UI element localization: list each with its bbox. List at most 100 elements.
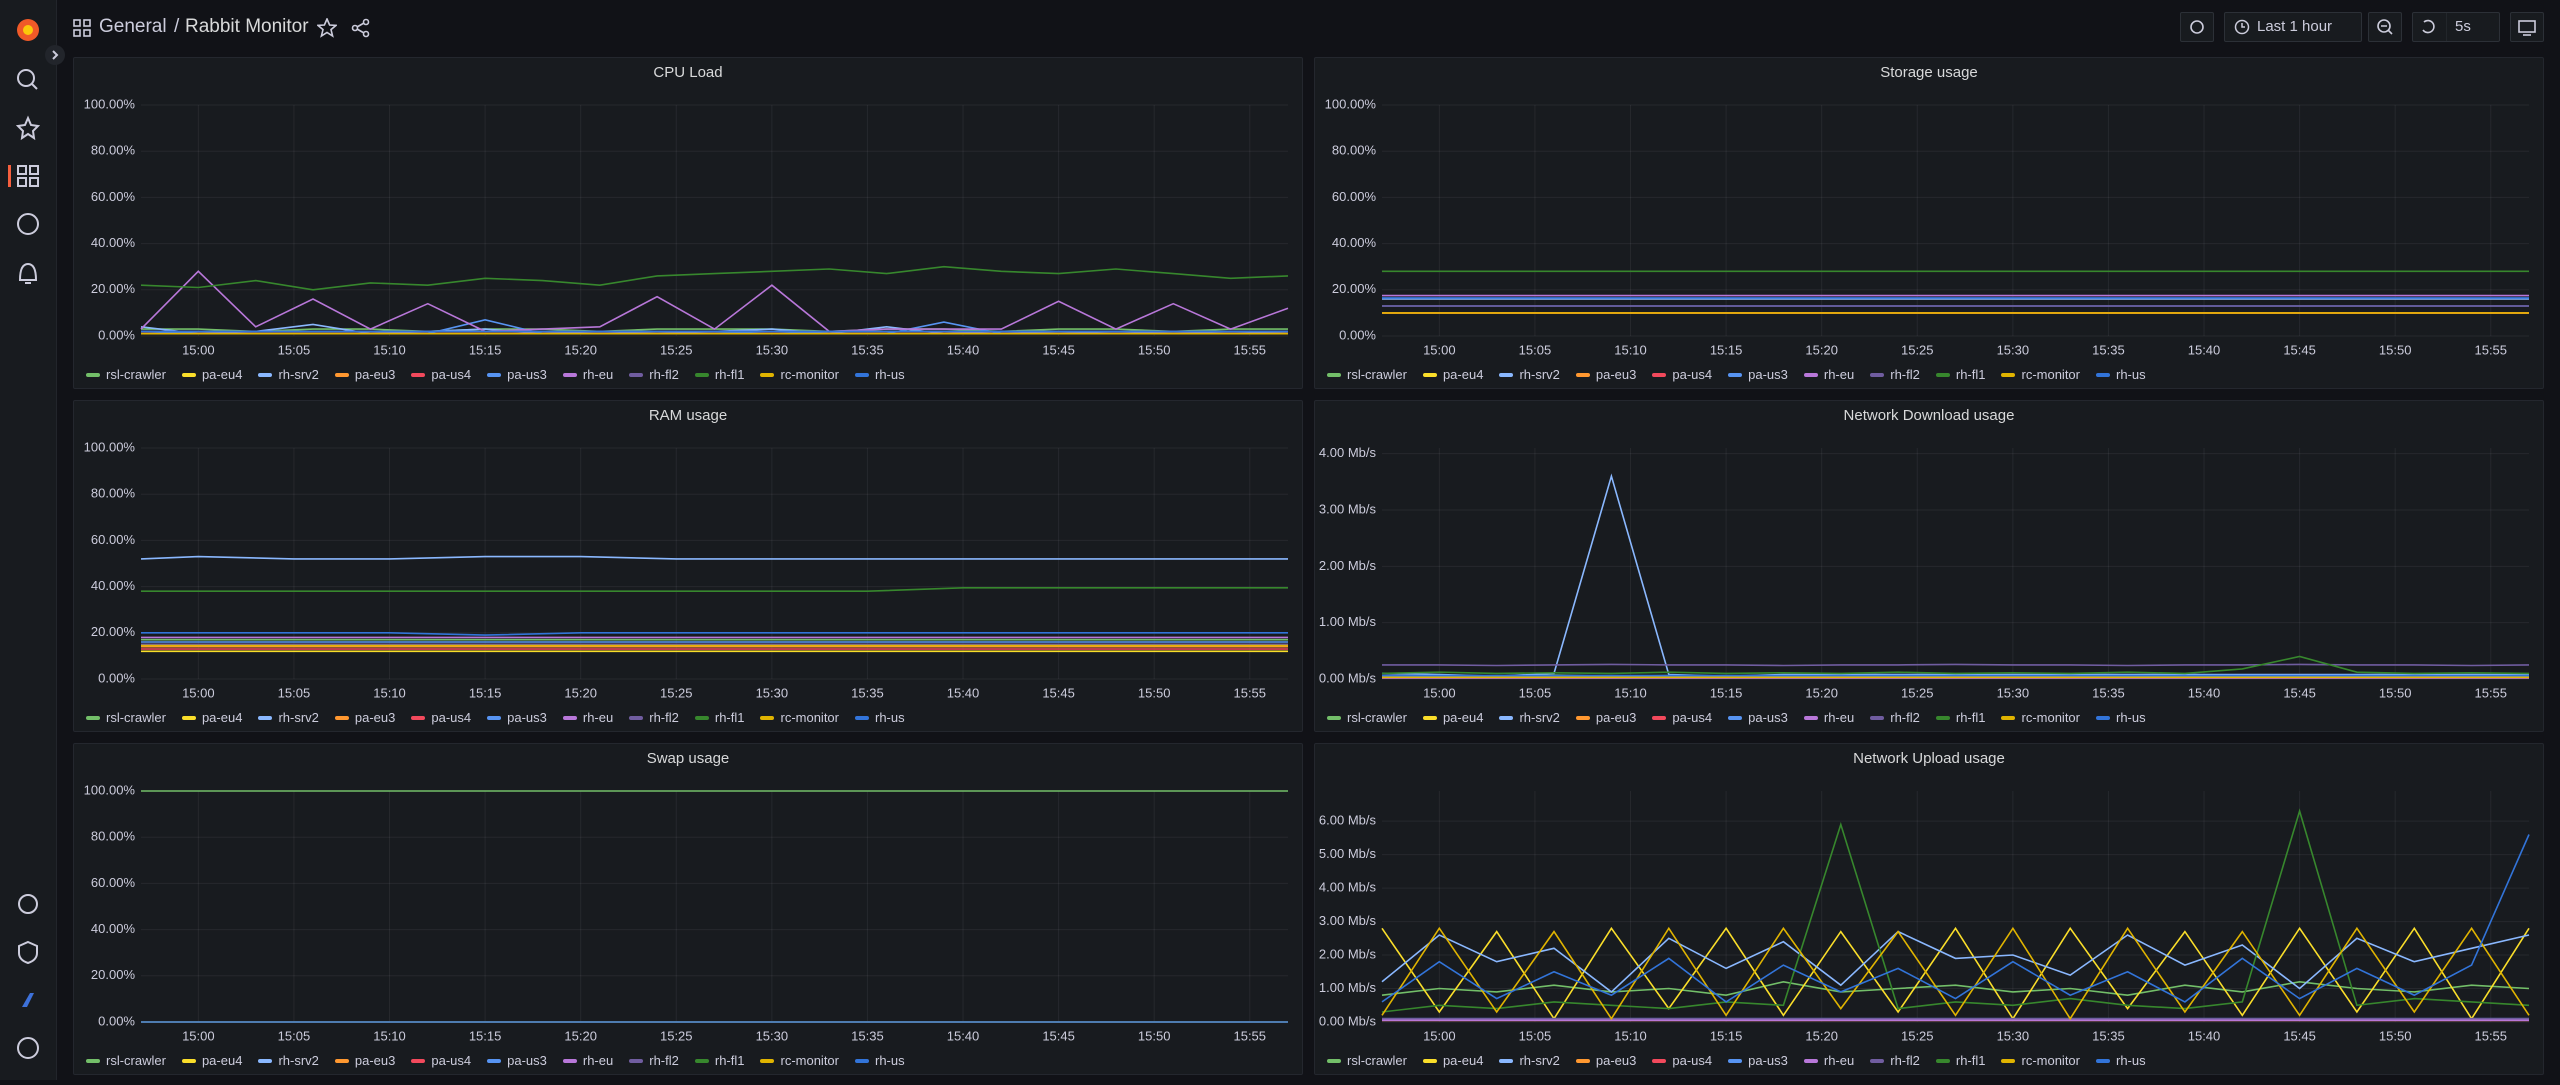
legend-item[interactable]: rh-fl2 (1870, 1053, 1920, 1068)
search-icon[interactable] (17, 69, 35, 87)
x-tick-label: 15:30 (756, 342, 789, 357)
dashboards-icon[interactable] (17, 165, 39, 187)
legend-item[interactable]: rc-monitor (2001, 710, 2080, 725)
legend-item[interactable]: rsl-crawler (1327, 367, 1407, 382)
legend-item[interactable]: pa-eu3 (1575, 710, 1636, 725)
legend-item[interactable]: rh-srv2 (1499, 1053, 1560, 1068)
legend-item[interactable]: rsl-crawler (86, 710, 166, 725)
legend-item[interactable]: pa-us3 (1728, 367, 1788, 382)
legend-item[interactable]: rh-fl1 (1935, 1053, 1985, 1068)
x-tick-label: 15:55 (2474, 342, 2507, 357)
legend-item[interactable]: rsl-crawler (86, 1053, 166, 1068)
legend-item[interactable]: rh-us (855, 1053, 905, 1068)
panel-title: Storage usage (1880, 64, 1978, 81)
x-tick-label: 15:05 (278, 342, 311, 357)
admin-icon[interactable] (18, 940, 38, 965)
legend-item[interactable]: rh-fl2 (629, 1053, 679, 1068)
legend-item[interactable]: pa-eu4 (181, 367, 242, 382)
starred-icon[interactable] (15, 115, 41, 141)
x-tick-label: 15:55 (1233, 342, 1266, 357)
legend-item[interactable]: rh-eu (1803, 1053, 1854, 1068)
legend-item[interactable]: rc-monitor (2001, 1053, 2080, 1068)
legend-item[interactable]: rh-srv2 (1499, 710, 1560, 725)
legend-item[interactable]: rh-srv2 (258, 710, 319, 725)
legend-item[interactable]: rh-us (855, 710, 905, 725)
legend-item[interactable]: pa-us4 (411, 710, 471, 725)
y-tick-label: 6.00 Mb/s (1319, 813, 1377, 828)
config-icon[interactable] (18, 894, 38, 914)
series-line (1381, 808, 2530, 1013)
time-picker[interactable]: Last 1 hour (2224, 12, 2362, 42)
settings-button[interactable] (2180, 12, 2214, 42)
legend-item[interactable]: rh-us (2096, 710, 2146, 725)
legend-item[interactable]: rh-eu (1803, 367, 1854, 382)
legend-label: rh-fl1 (714, 710, 745, 725)
legend-item[interactable]: rh-srv2 (258, 1053, 319, 1068)
legend-item[interactable]: rsl-crawler (1327, 710, 1407, 725)
legend-item[interactable]: pa-eu4 (1422, 367, 1483, 382)
legend-item[interactable]: rh-us (2096, 367, 2146, 382)
legend-item[interactable]: rh-srv2 (1499, 367, 1560, 382)
legend-item[interactable]: pa-us4 (1652, 710, 1712, 725)
legend-item[interactable]: rh-srv2 (258, 367, 319, 382)
legend-item[interactable]: rh-eu (562, 367, 613, 382)
breadcrumb-folder[interactable]: General (99, 16, 167, 37)
legend-item[interactable]: pa-eu3 (334, 367, 395, 382)
legend-item[interactable]: rh-eu (562, 1053, 613, 1068)
share-button[interactable] (351, 18, 371, 38)
x-tick-label: 15:35 (851, 1028, 884, 1043)
legend-item[interactable]: pa-us4 (411, 1053, 471, 1068)
legend-item[interactable]: rh-fl1 (1935, 710, 1985, 725)
legend-label: rh-fl2 (1890, 367, 1920, 382)
legend-item[interactable]: rsl-crawler (86, 367, 166, 382)
legend-item[interactable]: pa-us4 (411, 367, 471, 382)
legend-item[interactable]: rh-fl2 (1870, 367, 1920, 382)
legend-item[interactable]: rsl-crawler (1327, 1053, 1407, 1068)
legend-item[interactable]: pa-eu4 (181, 710, 242, 725)
alerting-icon[interactable] (18, 262, 38, 284)
legend-item[interactable]: pa-us4 (1652, 1053, 1712, 1068)
legend-item[interactable]: pa-eu3 (334, 710, 395, 725)
legend-item[interactable]: rh-fl2 (629, 367, 679, 382)
legend-item[interactable]: pa-us3 (1728, 1053, 1788, 1068)
legend-item[interactable]: rh-fl2 (1870, 710, 1920, 725)
legend-swatch (334, 372, 349, 377)
legend-item[interactable]: pa-eu3 (334, 1053, 395, 1068)
legend-label: rc-monitor (780, 710, 839, 725)
legend-label: pa-us4 (1672, 1053, 1713, 1068)
expand-button[interactable] (45, 45, 65, 65)
legend-item[interactable]: rh-fl2 (629, 710, 679, 725)
y-tick-label: 4.00 Mb/s (1319, 880, 1377, 895)
star-button[interactable] (317, 18, 337, 38)
legend-swatch (1728, 372, 1743, 377)
help-icon[interactable] (17, 1037, 39, 1059)
legend-item[interactable]: pa-eu4 (1422, 710, 1483, 725)
legend-item[interactable]: pa-us3 (487, 1053, 547, 1068)
legend-item[interactable]: rc-monitor (760, 367, 839, 382)
legend-item[interactable]: pa-us3 (1728, 710, 1788, 725)
legend-item[interactable]: rh-fl1 (694, 367, 744, 382)
legend-item[interactable]: rh-us (855, 367, 905, 382)
x-tick-label: 15:35 (851, 342, 884, 357)
explore-icon[interactable] (17, 213, 39, 235)
legend-item[interactable]: rh-us (2096, 1053, 2146, 1068)
legend-item[interactable]: pa-us4 (1652, 367, 1712, 382)
legend-item[interactable]: rh-eu (562, 710, 613, 725)
tv-mode-button[interactable] (2510, 12, 2544, 42)
legend-item[interactable]: rh-fl1 (1935, 367, 1985, 382)
legend-item[interactable]: pa-us3 (487, 710, 547, 725)
legend-item[interactable]: rh-fl1 (694, 1053, 744, 1068)
legend-item[interactable]: pa-eu4 (1422, 1053, 1483, 1068)
legend-item[interactable]: pa-eu3 (1575, 367, 1636, 382)
legend-item[interactable]: rc-monitor (2001, 367, 2080, 382)
refresh-picker[interactable]: 5s (2412, 12, 2500, 42)
legend-item[interactable]: rc-monitor (760, 710, 839, 725)
legend-item[interactable]: rh-eu (1803, 710, 1854, 725)
zoom-out-button[interactable] (2368, 12, 2402, 42)
legend-item[interactable]: rh-fl1 (694, 710, 745, 725)
legend-item[interactable]: rc-monitor (760, 1053, 839, 1068)
legend-item[interactable]: pa-eu3 (1575, 1053, 1636, 1068)
plugin-icon[interactable] (22, 993, 34, 1007)
legend-item[interactable]: pa-eu4 (181, 1053, 242, 1068)
legend-item[interactable]: pa-us3 (487, 367, 547, 382)
